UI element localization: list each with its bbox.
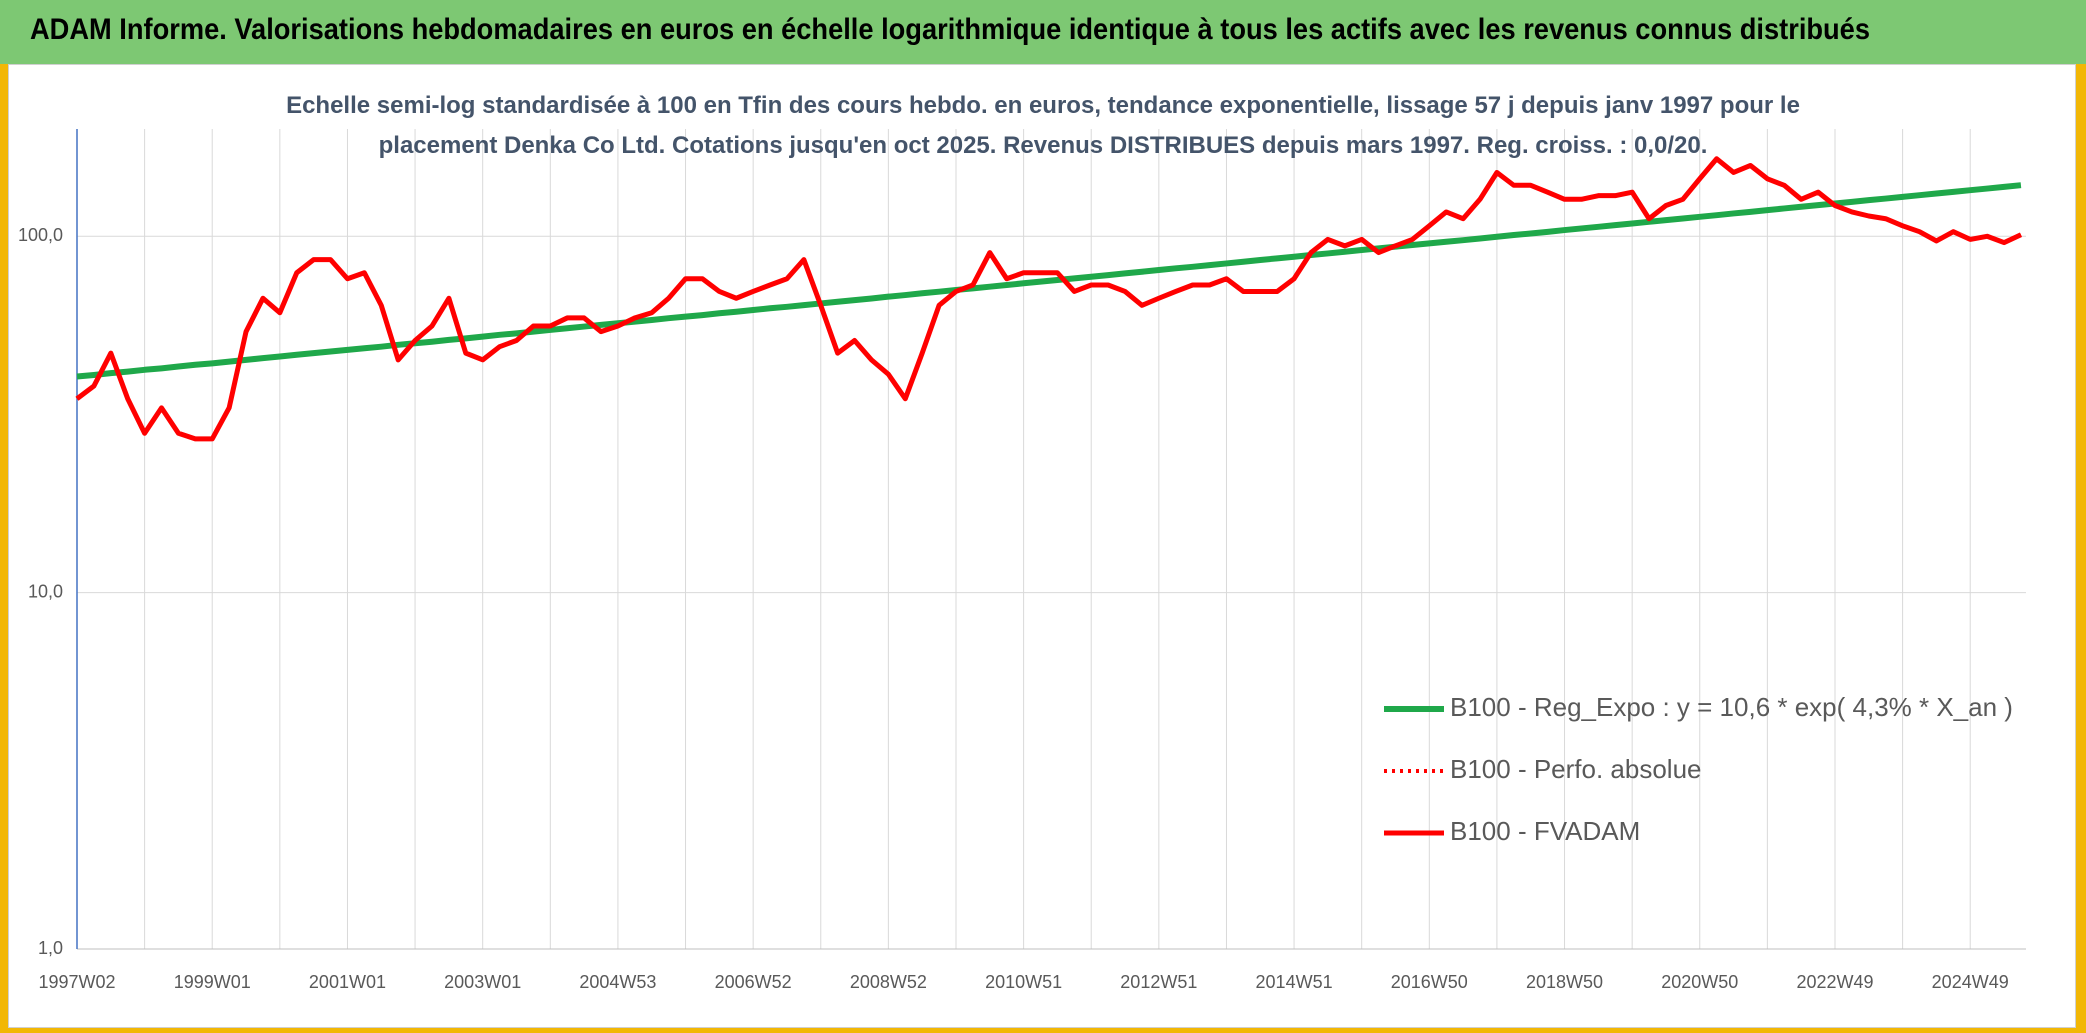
x-tick-label: 2022W49 (1796, 972, 1873, 992)
y-tick-label: 10,0 (28, 581, 63, 601)
x-tick-label: 2001W01 (309, 972, 386, 992)
x-tick-label: 1999W01 (174, 972, 251, 992)
series-line (75, 156, 2022, 441)
x-tick-label: 1997W02 (38, 972, 115, 992)
legend-label: B100 - Perfo. absolue (1450, 754, 1702, 784)
x-tick-label: 2016W50 (1391, 972, 1468, 992)
y-tick-label: 1,0 (38, 938, 63, 958)
x-tick-label: 2006W52 (715, 972, 792, 992)
x-tick-label: 2003W01 (444, 972, 521, 992)
chart-title: Echelle semi-log standardisée à 100 en T… (286, 92, 1800, 159)
header-bar (0, 0, 2086, 64)
series-line (75, 156, 2022, 442)
chart-panel (8, 64, 2076, 1028)
x-tick-label: 2010W51 (985, 972, 1062, 992)
series-line (76, 182, 2022, 380)
x-tick-label: 2020W50 (1661, 972, 1738, 992)
x-tick-label: 2024W49 (1932, 972, 2009, 992)
x-tick-label: 2018W50 (1526, 972, 1603, 992)
y-tick-label: 100,0 (18, 225, 63, 245)
x-tick-label: 2008W52 (850, 972, 927, 992)
legend-label: B100 - FVADAM (1450, 816, 1640, 846)
x-tick-label: 2012W51 (1120, 972, 1197, 992)
x-tick-label: 2014W51 (1256, 972, 1333, 992)
header-title: ADAM Informe. Valorisations hebdomadaire… (30, 13, 1870, 46)
x-tick-label: 2004W53 (579, 972, 656, 992)
legend-label: B100 - Reg_Expo : y = 10,6 * exp( 4,3% *… (1450, 692, 2013, 722)
